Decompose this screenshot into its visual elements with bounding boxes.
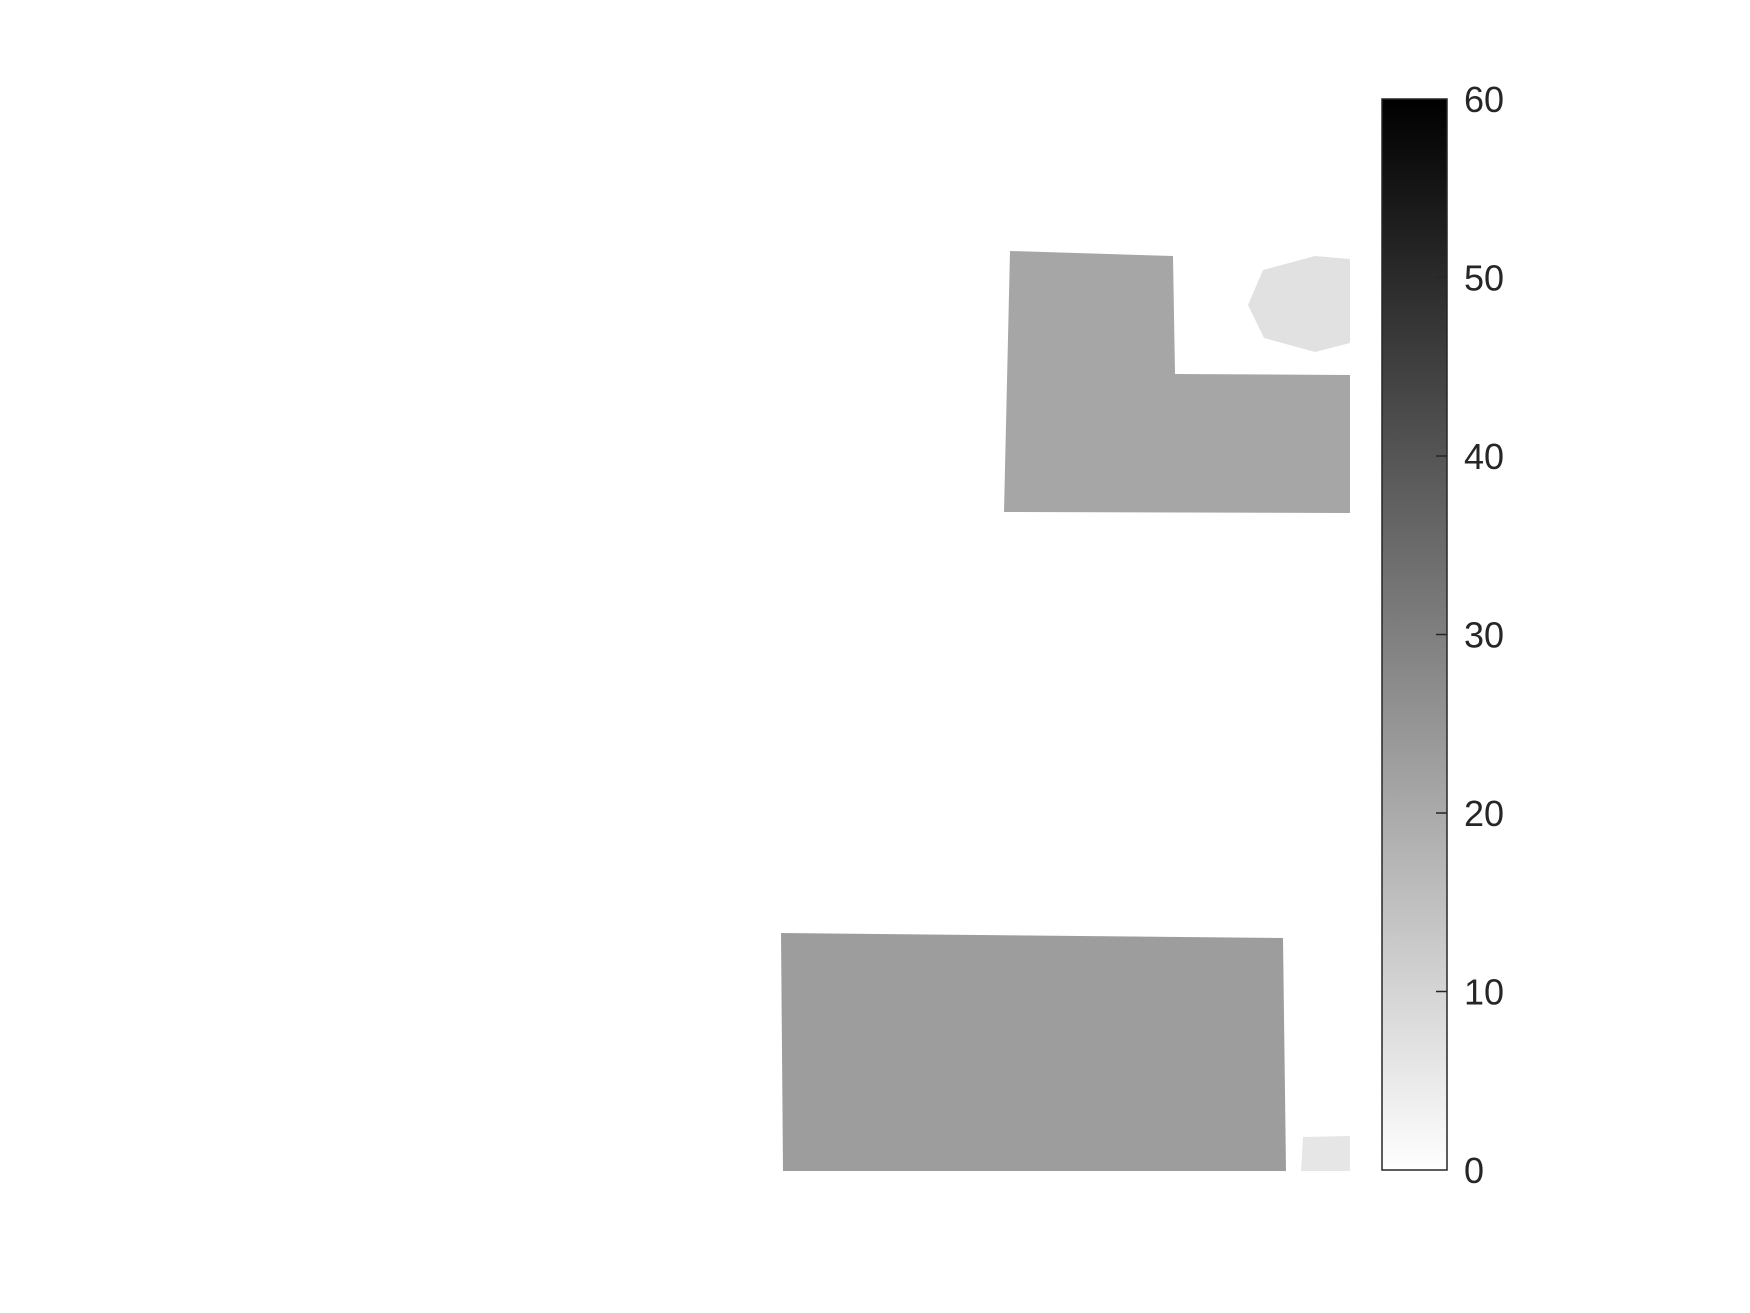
map-plot-area bbox=[781, 251, 1350, 1171]
upper-l-shaped-region bbox=[1004, 251, 1350, 513]
lower-right-small-region bbox=[1301, 1136, 1350, 1171]
colorbar-tick-label: 0 bbox=[1464, 1150, 1484, 1191]
colorbar-tick-label: 40 bbox=[1464, 436, 1504, 477]
lower-rectangle-region bbox=[781, 933, 1286, 1171]
colorbar-tick-label: 20 bbox=[1464, 793, 1504, 834]
colorbar-tick-label: 60 bbox=[1464, 79, 1504, 120]
colorbar-tick-label: 30 bbox=[1464, 615, 1504, 656]
colorbar-ticks: 0 10 20 30 40 50 60 bbox=[1436, 79, 1504, 1191]
colorbar: 0 10 20 30 40 50 60 bbox=[1381, 79, 1504, 1191]
upper-right-hexagon-region bbox=[1248, 256, 1350, 352]
colorbar-tick-label: 10 bbox=[1464, 972, 1504, 1013]
colorbar-tick-label: 50 bbox=[1464, 258, 1504, 299]
